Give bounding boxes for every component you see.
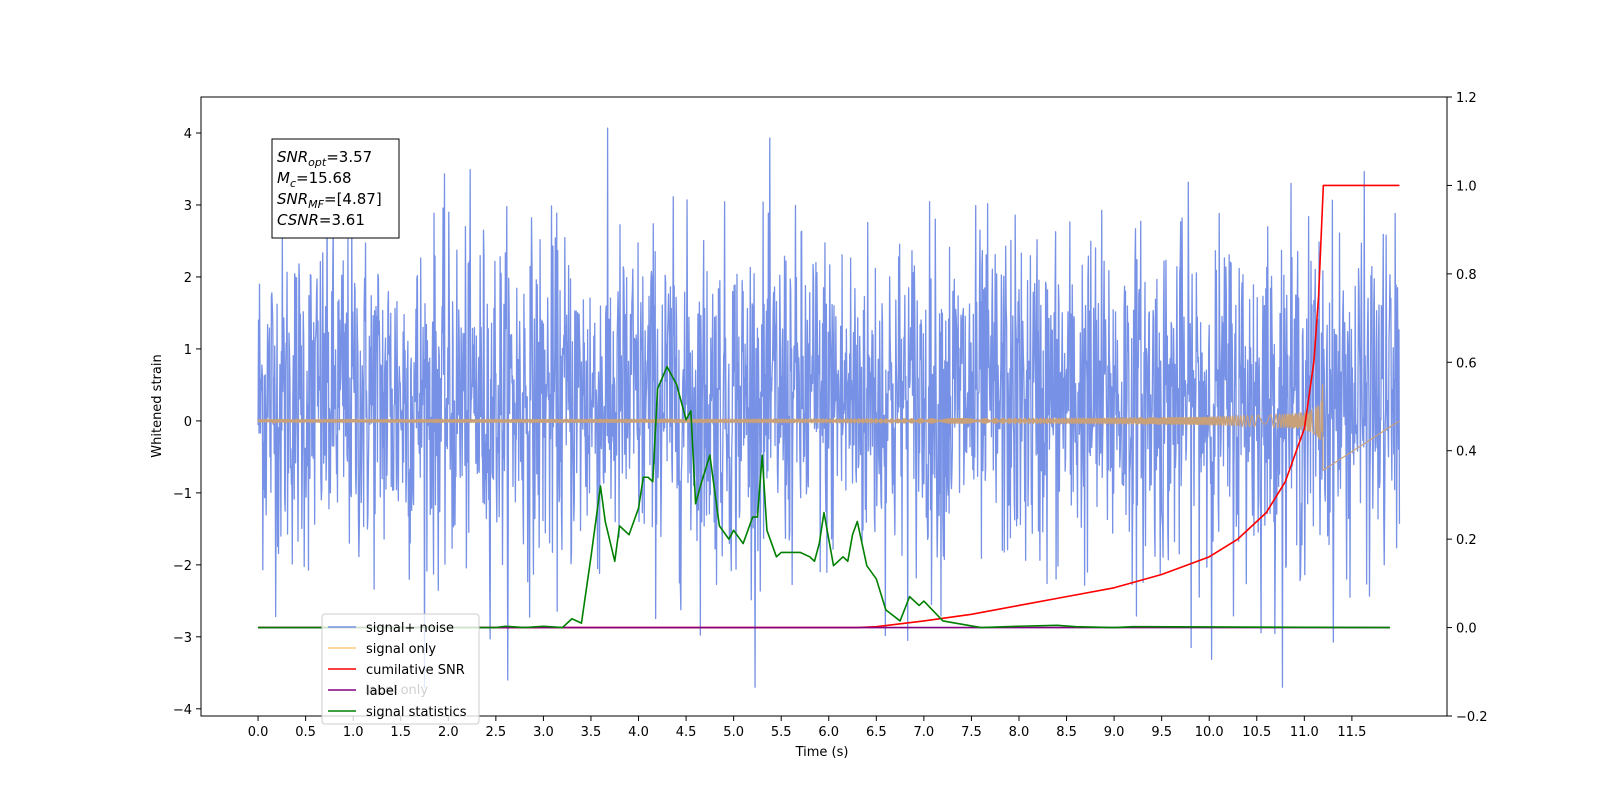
y-tick-label: 3 (184, 199, 192, 214)
x-tick-label: 7.0 (914, 725, 935, 740)
x-tick-label: 8.0 (1009, 725, 1030, 740)
y-tick-label: −3 (173, 631, 192, 646)
y2-tick-label: 1.2 (1456, 91, 1477, 106)
y2-tick-label: 0.8 (1456, 268, 1477, 283)
y2-tick-label: 0.4 (1456, 445, 1477, 460)
y-tick-label: 2 (184, 271, 192, 286)
annotation-subscript: c (290, 177, 296, 190)
annotation-value: =15.68 (296, 169, 352, 187)
y-tick-label: 0 (184, 415, 192, 430)
x-tick-label: 1.5 (390, 725, 411, 740)
annotation-subscript: opt (308, 156, 327, 169)
y-axis-label: Whitened strain (150, 354, 165, 457)
annotation-symbol: SNR (277, 190, 308, 208)
x-tick-label: 5.0 (723, 725, 744, 740)
annotation-value: =3.57 (326, 148, 372, 166)
x-tick-label: 8.5 (1056, 725, 1077, 740)
annotation-line: SNRopt=3.57 (277, 148, 372, 169)
plot-frame (200, 96, 1448, 717)
legend-label: signal statistics (366, 705, 467, 720)
annotation-line: Mc=15.68 (277, 169, 352, 190)
legend-label: signal+ noise (366, 621, 454, 636)
y2-tick-label: 0.0 (1456, 622, 1477, 637)
legend-label: cumilative SNR (366, 663, 465, 678)
x-tick-label: 0.5 (295, 725, 316, 740)
y2-tick-label: 1.0 (1456, 179, 1477, 194)
x-tick-label: 6.5 (866, 725, 887, 740)
x-tick-label: 10.5 (1242, 725, 1271, 740)
annotation-line: CSNR=3.61 (277, 211, 365, 229)
x-tick-label: 2.5 (486, 725, 507, 740)
x-axis: 0.0 0.5 1.0 1.5 2.0 2.5 3.0 3.5 4.0 4.5 5.0 5.5 6.0 6… (248, 716, 1366, 740)
annotation-value: =[4.87] (324, 190, 382, 208)
y-axis-left: 4 3 2 1 0 −1 −2 −3 −4 (173, 127, 201, 718)
y-tick-label: −1 (173, 487, 192, 502)
x-tick-label: 9.5 (1151, 725, 1172, 740)
annotation-value: =3.61 (319, 211, 365, 229)
legend-label: signal only (366, 642, 436, 657)
x-tick-label: 10.0 (1195, 725, 1224, 740)
series-signal-statistics-line (258, 365, 1390, 629)
x-axis-label: Time (s) (795, 745, 849, 760)
x-tick-label: 2.0 (438, 725, 459, 740)
legend-label: label (366, 684, 397, 699)
y2-tick-label: 0.2 (1456, 533, 1477, 548)
x-tick-label: 5.5 (771, 725, 792, 740)
series-cumilative-snr-line (258, 184, 1400, 629)
y2-tick-label: 0.6 (1456, 356, 1477, 371)
x-tick-label: 0.0 (248, 725, 269, 740)
x-tick-label: 4.0 (628, 725, 649, 740)
legend-ghost-label: label only (365, 683, 428, 698)
x-tick-label: 3.0 (533, 725, 554, 740)
annotation-subscript: MF (308, 198, 324, 211)
x-tick-label: 11.0 (1290, 725, 1319, 740)
x-tick-label: 6.0 (818, 725, 839, 740)
annotation-line: SNRMF=[4.87] (277, 190, 382, 211)
x-tick-label: 9.0 (1104, 725, 1125, 740)
annotation-symbol: M (277, 169, 290, 187)
x-tick-label: 4.5 (676, 725, 697, 740)
y-axis-right: 1.2 1.0 0.8 0.6 0.4 0.2 0.0 −0.2 (1447, 91, 1488, 725)
y-tick-label: −2 (173, 559, 192, 574)
x-tick-label: 3.5 (581, 725, 602, 740)
annotation-symbol: SNR (277, 148, 308, 166)
series-signal-noise-line (257, 127, 1401, 688)
x-tick-label: 7.5 (961, 725, 982, 740)
x-tick-label: 1.0 (343, 725, 364, 740)
y-tick-label: 1 (184, 343, 192, 358)
y-tick-label: 4 (184, 127, 192, 142)
y2-tick-label: −0.2 (1456, 710, 1488, 725)
annotation-symbol: CSNR (277, 211, 319, 229)
series-signal-only-line (257, 383, 1400, 471)
y-tick-label: −4 (173, 703, 192, 718)
legend: label only signal+ noise signal only cumila… (321, 613, 480, 725)
x-tick-label: 11.5 (1337, 725, 1366, 740)
